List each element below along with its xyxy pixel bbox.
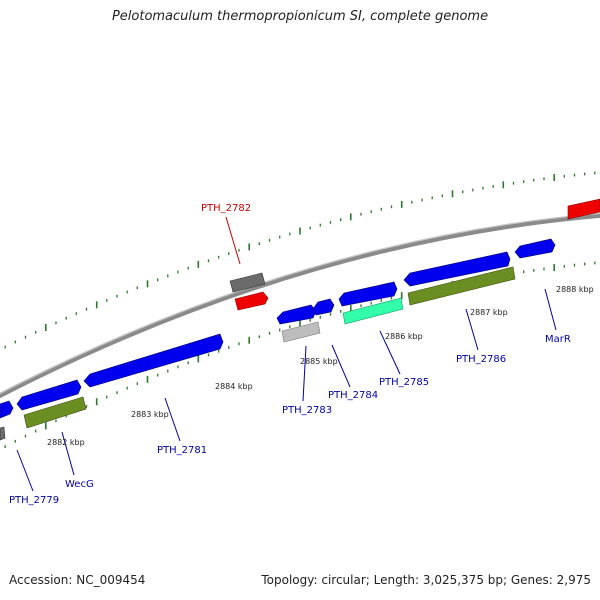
topology-label: Topology: circular; Length: 3,025,375 bp… xyxy=(261,573,591,587)
genome-title: Pelotomaculum thermopropionicum SI, comp… xyxy=(111,9,489,24)
leader-pth2781 xyxy=(164,397,181,442)
gene-pth2782-red[interactable] xyxy=(234,291,269,311)
leader-pth2779 xyxy=(16,449,34,492)
gene-pth2786-olive[interactable] xyxy=(407,266,516,306)
gene-label-pth2781[interactable]: PTH_2781 xyxy=(157,445,207,456)
reverse-strand-genes xyxy=(0,266,516,441)
gene-label-wecg[interactable]: WecG xyxy=(65,479,94,490)
gene-pth2781-blue[interactable] xyxy=(83,333,224,388)
accession-label: Accession: NC_009454 xyxy=(9,573,146,587)
leader-marr xyxy=(544,288,557,331)
gene-pth2785-blue[interactable] xyxy=(338,281,398,307)
outer-tick-track xyxy=(4,171,596,349)
gene-label-pth2782[interactable]: PTH_2782 xyxy=(201,203,251,214)
gene-pth2786-blue[interactable] xyxy=(403,251,511,287)
leader-wecg xyxy=(61,431,75,476)
gene-left-edge-grey[interactable] xyxy=(0,426,6,441)
gene-pth2783-blue[interactable] xyxy=(276,304,317,325)
scale-label-2883: 2883 kbp xyxy=(131,410,169,419)
gene-left-edge-blue[interactable] xyxy=(0,400,14,419)
gene-pth2782-grey[interactable] xyxy=(229,272,266,293)
scale-label-2885: 2885 kbp xyxy=(300,357,338,366)
gene-red-right-edge[interactable] xyxy=(567,198,600,220)
leader-pth2783 xyxy=(302,345,307,402)
genome-backbone xyxy=(0,212,600,399)
gene-wecg-olive[interactable] xyxy=(23,396,87,429)
scale-labels: 2882 kbp 2883 kbp 2884 kbp 2885 kbp 2886… xyxy=(47,285,594,447)
gene-pth2785-teal[interactable] xyxy=(342,297,404,325)
scale-label-2882: 2882 kbp xyxy=(47,438,85,447)
scale-label-2888: 2888 kbp xyxy=(556,285,594,294)
inner-tick-track xyxy=(4,261,596,448)
genome-backbone-highlight xyxy=(0,212,600,395)
gene-marr-blue[interactable] xyxy=(514,238,556,259)
gene-pth2784-blue[interactable] xyxy=(312,298,335,316)
gene-label-pth2784[interactable]: PTH_2784 xyxy=(328,390,378,401)
scale-label-2886: 2886 kbp xyxy=(385,332,423,341)
gene-label-pth2786[interactable]: PTH_2786 xyxy=(456,354,506,365)
gene-label-marr[interactable]: MarR xyxy=(545,334,571,345)
scale-label-2887: 2887 kbp xyxy=(470,308,508,317)
gene-label-pth2785[interactable]: PTH_2785 xyxy=(379,377,429,388)
gene-pth2783-lightgrey[interactable] xyxy=(281,321,321,343)
leader-pth2786 xyxy=(465,308,479,351)
gene-label-pth2783[interactable]: PTH_2783 xyxy=(282,405,332,416)
gene-labels: PTH_2782 PTH_2779 WecG PTH_2781 PTH_2783… xyxy=(9,203,571,506)
leader-pth2784 xyxy=(331,344,351,388)
gene-wecg-blue[interactable] xyxy=(16,379,82,411)
leader-pth2782 xyxy=(225,216,241,265)
scale-label-2884: 2884 kbp xyxy=(215,382,253,391)
leader-pth2785 xyxy=(379,330,401,375)
forward-strand-genes xyxy=(229,198,600,325)
label-leader-lines xyxy=(16,216,557,492)
gene-label-pth2779[interactable]: PTH_2779 xyxy=(9,495,59,506)
